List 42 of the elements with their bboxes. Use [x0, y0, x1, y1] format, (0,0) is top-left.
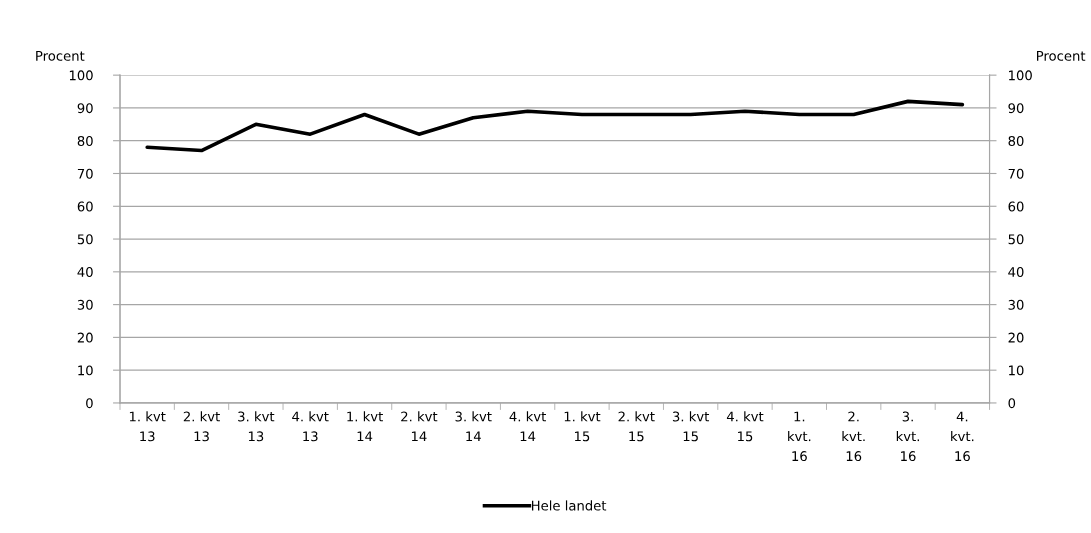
y-axis-title: Procent [36, 51, 85, 61]
y-tick-label: 0 [86, 398, 93, 409]
y2-tick-label: 40 [1008, 267, 1024, 278]
x-tick-label: 2. kvt 14 [401, 411, 438, 442]
y-tick-label: 20 [77, 332, 93, 343]
x-tick-label: 3. kvt. 16 [896, 411, 919, 462]
x-tick-label: 4. kvt 14 [509, 411, 546, 442]
x-tick-label: 1. kvt. 16 [788, 411, 811, 462]
y2-tick-label: 60 [1008, 201, 1024, 212]
y-tick-label: 90 [77, 103, 93, 114]
x-tick-label: 2. kvt 13 [183, 411, 220, 442]
x-tick-label: 3. kvt 14 [455, 411, 492, 442]
x-tick-label: 4. kvt 15 [726, 411, 764, 442]
y-tick-label: 40 [77, 267, 93, 278]
y2-tick-label: 90 [1008, 103, 1024, 114]
y2-tick-label: 100 [1009, 70, 1032, 81]
y2-tick-label: 50 [1008, 234, 1024, 245]
y2-tick-label: 80 [1008, 135, 1024, 146]
legend-label: Hele landet [531, 500, 607, 511]
y-tick-label: 10 [78, 365, 93, 376]
x-tick-label: 1. kvt 13 [129, 411, 166, 442]
y2-tick-label: 20 [1008, 332, 1024, 343]
y2-tick-label: 70 [1008, 168, 1024, 179]
x-tick-label: 3. kvt 15 [672, 411, 710, 442]
x-tick-label: 3. kvt 13 [238, 411, 275, 442]
y-tick-label: 30 [77, 299, 93, 310]
y2-tick-label: 30 [1008, 299, 1024, 310]
x-tick-label: 2. kvt 15 [618, 411, 655, 442]
x-tick-label: 1. kvt 14 [347, 411, 383, 442]
y-tick-label: 60 [77, 201, 93, 212]
y-tick-label: 70 [77, 168, 93, 179]
x-tick-label: 4. kvt. 16 [951, 411, 974, 462]
y2-axis-title: Procent [1037, 51, 1086, 61]
line-series [145, 99, 965, 153]
y-tick-label: 80 [77, 135, 93, 146]
x-tick-label: 2. kvt. 16 [842, 411, 865, 462]
x-tick-label: 4. kvt 13 [292, 411, 329, 442]
y2-tick-label: 0 [1008, 398, 1016, 409]
y-tick-label: 100 [69, 70, 93, 81]
y2-tick-label: 10 [1009, 365, 1024, 376]
x-tick-label: 1. kvt 15 [564, 411, 601, 442]
y-tick-label: 50 [77, 234, 93, 245]
